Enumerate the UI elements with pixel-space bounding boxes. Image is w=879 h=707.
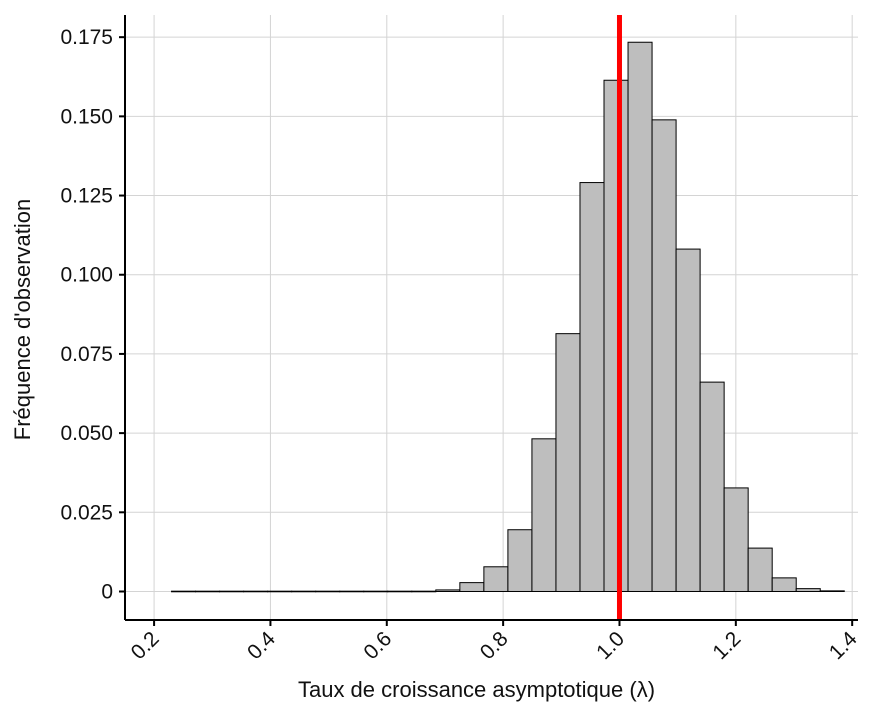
histogram-bar: [315, 590, 341, 593]
histogram-bar: [171, 590, 197, 593]
x-tick-label: 0.2: [127, 627, 164, 664]
x-tick-label: 0.4: [243, 627, 280, 664]
histogram-bar: [627, 41, 653, 592]
histogram-bar: [747, 547, 773, 592]
histogram-bar: [387, 590, 413, 593]
histogram-bar: [267, 590, 293, 593]
histogram-bar: [219, 590, 245, 593]
histogram-bar: [195, 590, 221, 593]
y-tick-label: 0.075: [60, 343, 113, 366]
x-tick-label: 1.2: [708, 627, 745, 664]
histogram-bar: [483, 566, 509, 592]
histogram-bar: [771, 577, 797, 592]
y-tick-label: 0.050: [60, 422, 113, 445]
y-tick-label: 0.175: [60, 26, 113, 49]
histogram-bar: [243, 590, 269, 593]
histogram-bar: [795, 588, 821, 592]
x-tick-label: 0.6: [359, 627, 396, 664]
histogram-bar: [291, 590, 317, 593]
y-tick-label: 0.100: [60, 264, 113, 287]
histogram-bar: [579, 182, 605, 592]
histogram-bar: [723, 487, 749, 592]
histogram-bar: [603, 79, 629, 592]
y-tick-label: 0.125: [60, 185, 113, 208]
histogram-bar: [699, 381, 725, 592]
y-axis-title: Fréquence d'observation: [10, 199, 35, 440]
x-tick-label: 1.0: [592, 627, 629, 664]
x-tick-label: 1.4: [825, 627, 862, 664]
histogram-bar: [435, 589, 461, 592]
histogram-bar: [531, 438, 557, 592]
y-tick-label: 0: [101, 580, 113, 603]
histogram-bar: [555, 333, 581, 592]
y-tick-label: 0.025: [60, 501, 113, 524]
histogram-bar: [363, 590, 389, 593]
axes: [119, 15, 858, 626]
x-axis-title: Taux de croissance asymptotique (λ): [298, 677, 655, 702]
histogram-bar: [411, 590, 437, 593]
bars: [171, 41, 845, 593]
x-tick-label: 0.8: [476, 627, 513, 664]
histogram-bar: [339, 590, 365, 593]
histogram-bar: [819, 590, 845, 592]
histogram-bar: [507, 529, 533, 592]
histogram-bar: [651, 119, 677, 592]
y-tick-label: 0.150: [60, 105, 113, 128]
histogram-bar: [675, 248, 701, 592]
histogram-bar: [459, 582, 485, 592]
